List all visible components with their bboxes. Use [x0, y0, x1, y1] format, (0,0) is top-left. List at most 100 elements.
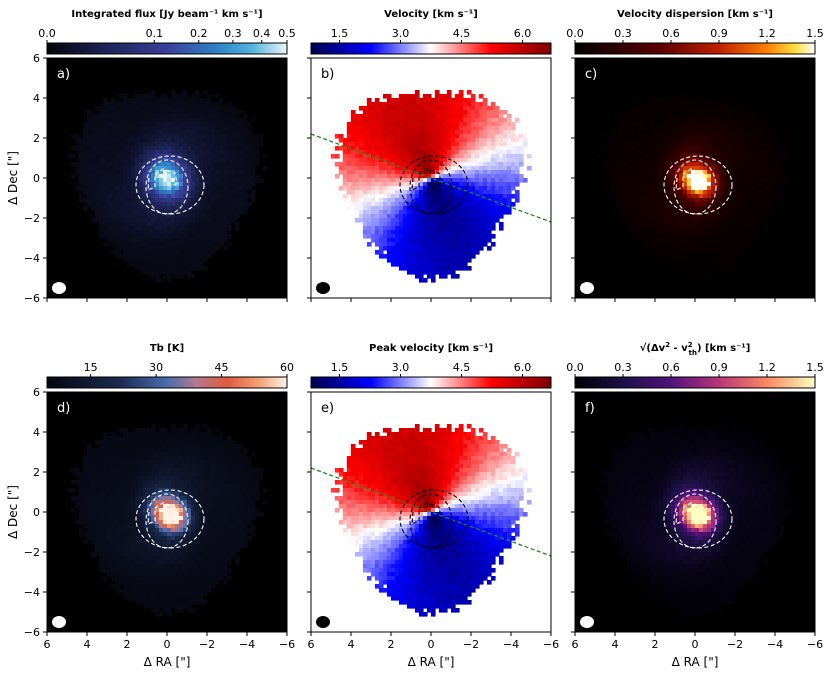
- pixel-cell: [715, 194, 720, 199]
- pixel-cell: [243, 146, 248, 151]
- pixel-cell: [731, 154, 736, 159]
- pixel-cell: [139, 242, 144, 247]
- pixel-cell: [707, 130, 712, 135]
- pixel-cell: [427, 174, 432, 179]
- pixel-cell: [395, 146, 400, 151]
- pixel-cell: [99, 182, 104, 187]
- pixel-cell: [759, 194, 764, 199]
- pixel-cell: [347, 206, 352, 211]
- pixel-cell: [107, 170, 112, 175]
- pixel-cell: [111, 130, 116, 135]
- pixel-cell: [519, 178, 524, 183]
- pixel-cell: [363, 186, 368, 191]
- pixel-cell: [631, 102, 636, 107]
- pixel-cell: [195, 90, 200, 95]
- pixel-cell: [431, 242, 436, 247]
- pixel-cell: [351, 126, 356, 131]
- pixel-cell: [415, 90, 420, 95]
- pixel-cell: [343, 182, 348, 187]
- pixel-cell: [79, 186, 84, 191]
- pixel-cell: [223, 194, 228, 199]
- pixel-cell: [395, 234, 400, 239]
- pixel-cell: [663, 206, 668, 211]
- pixel-cell: [655, 126, 660, 131]
- pixel-cell: [723, 254, 728, 259]
- pixel-cell: [631, 130, 636, 135]
- pixel-cell: [211, 174, 216, 179]
- pixel-cell: [643, 154, 648, 159]
- pixel-cell: [175, 198, 180, 203]
- pixel-cell: [131, 254, 136, 259]
- pixel-cell: [471, 138, 476, 143]
- pixel-cell: [387, 226, 392, 231]
- pixel-cell: [223, 162, 228, 167]
- pixel-cell: [735, 94, 740, 99]
- pixel-cell: [491, 126, 496, 131]
- pixel-cell: [719, 94, 724, 99]
- pixel-cell: [203, 234, 208, 239]
- pixel-cell: [411, 218, 416, 223]
- pixel-cell: [259, 138, 264, 143]
- pixel-cell: [367, 138, 372, 143]
- pixel-cell: [691, 242, 696, 247]
- pixel-cell: [423, 118, 428, 123]
- pixel-cell: [187, 262, 192, 267]
- pixel-cell: [651, 170, 656, 175]
- pixel-cell: [215, 182, 220, 187]
- pixel-cell: [151, 182, 156, 187]
- pixel-cell: [651, 162, 656, 167]
- pixel-cell: [347, 182, 352, 187]
- pixel-cell: [619, 218, 624, 223]
- pixel-cell: [619, 134, 624, 139]
- pixel-cell: [451, 154, 456, 159]
- pixel-cell: [363, 110, 368, 115]
- pixel-cell: [483, 118, 488, 123]
- pixel-cell: [667, 210, 672, 215]
- pixel-cell: [403, 254, 408, 259]
- pixel-cell: [511, 126, 516, 131]
- pixel-cell: [467, 162, 472, 167]
- pixel-cell: [459, 142, 464, 147]
- pixel-cell: [167, 246, 172, 251]
- pixel-cell: [227, 242, 232, 247]
- pixel-cell: [431, 194, 436, 199]
- pixel-cell: [639, 134, 644, 139]
- pixel-cell: [447, 162, 452, 167]
- pixel-cell: [251, 198, 256, 203]
- pixel-cell: [423, 150, 428, 155]
- pixel-cell: [671, 102, 676, 107]
- pixel-cell: [139, 98, 144, 103]
- pixel-cell: [711, 214, 716, 219]
- pixel-cell: [719, 138, 724, 143]
- pixel-cell: [435, 202, 440, 207]
- pixel-cell: [711, 190, 716, 195]
- pixel-cell: [199, 186, 204, 191]
- pixel-cell: [391, 238, 396, 243]
- pixel-cell: [419, 122, 424, 127]
- pixel-cell: [171, 126, 176, 131]
- pixel-cell: [675, 174, 680, 179]
- pixel-cell: [667, 218, 672, 223]
- pixel-cell: [447, 206, 452, 211]
- pixel-cell: [199, 266, 204, 271]
- pixel-cell: [659, 198, 664, 203]
- pixel-cell: [599, 154, 604, 159]
- pixel-cell: [355, 202, 360, 207]
- pixel-cell: [663, 234, 668, 239]
- pixel-cell: [107, 126, 112, 131]
- pixel-cell: [659, 222, 664, 227]
- pixel-cell: [659, 110, 664, 115]
- pixel-cell: [143, 238, 148, 243]
- pixel-cell: [687, 138, 692, 143]
- pixel-cell: [679, 106, 684, 111]
- pixel-cell: [655, 242, 660, 247]
- pixel-cell: [223, 202, 228, 207]
- pixel-cell: [479, 122, 484, 127]
- pixel-cell: [383, 118, 388, 123]
- pixel-cell: [395, 198, 400, 203]
- pixel-cell: [499, 210, 504, 215]
- pixel-cell: [367, 198, 372, 203]
- pixel-cell: [203, 114, 208, 119]
- pixel-cell: [411, 170, 416, 175]
- pixel-cell: [703, 162, 708, 167]
